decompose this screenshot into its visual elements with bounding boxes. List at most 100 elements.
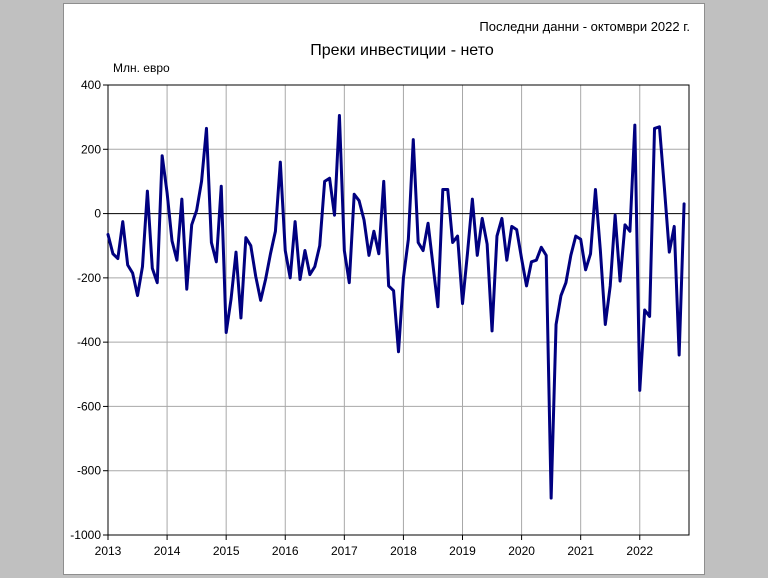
data-point <box>225 331 227 334</box>
data-point <box>254 275 257 278</box>
data-point <box>392 289 395 292</box>
data-point <box>151 267 154 270</box>
data-point <box>476 254 479 257</box>
data-point <box>382 180 385 183</box>
y-axis-unit-label: Млн. евро <box>113 61 170 75</box>
data-point <box>284 249 287 252</box>
grid <box>108 84 689 536</box>
x-tick-label: 2014 <box>154 544 181 558</box>
data-point <box>629 230 631 233</box>
data-point <box>437 305 439 308</box>
data-point <box>269 252 272 255</box>
series-layer <box>106 114 686 500</box>
x-tick-label: 2017 <box>331 544 358 558</box>
data-point <box>589 252 592 255</box>
data-point <box>594 188 597 191</box>
latest-data-note: Последни данни - октомври 2022 г. <box>479 19 690 34</box>
data-point <box>141 265 144 268</box>
series-line-0 <box>106 114 686 500</box>
data-point <box>107 233 109 236</box>
chart-title: Преки инвестиции - нето <box>310 42 494 59</box>
x-tick-label: 2013 <box>95 544 122 558</box>
data-point <box>486 243 488 245</box>
data-point <box>195 209 198 212</box>
data-point <box>471 198 474 200</box>
data-point <box>166 191 168 194</box>
data-point <box>259 299 262 302</box>
data-point <box>619 280 621 282</box>
data-point <box>451 241 454 244</box>
data-point <box>181 198 183 200</box>
data-point <box>491 330 493 332</box>
data-point <box>506 259 508 261</box>
data-point <box>318 244 321 247</box>
data-point <box>279 161 282 163</box>
data-point <box>574 235 577 237</box>
data-point <box>555 323 557 326</box>
data-point <box>274 230 277 233</box>
data-point <box>249 244 252 247</box>
data-point <box>520 257 523 260</box>
data-point <box>190 224 193 226</box>
data-point <box>570 254 572 257</box>
data-point <box>185 288 188 290</box>
x-tick-labels: 2013 2014 2015 2016 2017 2018 2019 2020 2021 2022 <box>95 544 654 558</box>
series-points-0 <box>107 114 685 499</box>
data-point <box>323 180 326 183</box>
data-point <box>397 350 400 353</box>
data-point <box>668 251 671 253</box>
y-tick-labels: 400 200 0 -200 -400 -600 -800 -1000 <box>70 78 101 542</box>
data-point <box>663 187 666 189</box>
data-point <box>368 254 370 257</box>
x-tick-label: 2019 <box>449 544 476 558</box>
data-point <box>515 228 518 231</box>
data-point <box>126 264 129 266</box>
data-point <box>624 224 626 226</box>
y-tick-label: -400 <box>77 335 101 349</box>
data-point <box>432 264 434 266</box>
line-chart: Последни данни - октомври 2022 г. Преки … <box>70 19 690 558</box>
data-point <box>678 354 680 356</box>
data-point <box>461 302 464 305</box>
data-point <box>171 240 173 242</box>
data-point <box>402 277 405 279</box>
data-point <box>683 203 685 205</box>
x-tick-label: 2020 <box>508 544 535 558</box>
data-point <box>230 297 232 300</box>
data-point <box>614 214 616 216</box>
data-point <box>456 235 459 237</box>
data-point <box>136 294 139 297</box>
data-point <box>599 249 602 252</box>
x-tick-label: 2015 <box>213 544 240 558</box>
data-point <box>446 188 449 191</box>
data-point <box>673 225 676 228</box>
y-tick-label: 400 <box>81 78 101 92</box>
data-point <box>560 294 562 297</box>
data-point <box>412 138 415 141</box>
data-point <box>540 246 543 249</box>
data-point <box>481 217 484 220</box>
data-point <box>427 222 429 225</box>
data-point <box>422 249 424 252</box>
data-point <box>353 193 355 196</box>
data-point <box>156 281 159 284</box>
data-point <box>289 277 291 279</box>
data-point <box>304 249 306 252</box>
data-point <box>530 260 533 263</box>
data-point <box>387 285 390 287</box>
x-tick-label: 2022 <box>626 544 653 558</box>
data-point <box>220 185 223 188</box>
data-point <box>348 281 351 284</box>
data-point <box>545 254 548 257</box>
data-point <box>358 199 360 202</box>
data-point <box>314 265 316 268</box>
data-point <box>565 281 567 284</box>
plot-frame <box>107 84 690 536</box>
data-point <box>235 251 237 253</box>
data-point <box>205 127 208 130</box>
data-point <box>176 259 178 261</box>
data-point <box>604 323 607 326</box>
data-point <box>294 220 296 223</box>
data-point <box>363 219 365 221</box>
data-point <box>658 125 661 128</box>
